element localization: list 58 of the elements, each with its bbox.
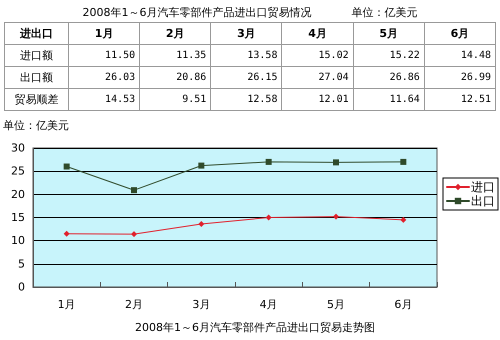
x-tick-label: 6月: [394, 298, 412, 311]
data-label: 14.53: [68, 88, 140, 110]
point: [400, 158, 406, 165]
point: [266, 158, 272, 165]
data-label: 11.64: [353, 88, 424, 110]
data-label: 12.58: [210, 88, 282, 110]
point: [64, 164, 70, 170]
x-tick-label: 6月: [424, 22, 496, 44]
data-label: 15.02: [282, 44, 354, 66]
y-axis-title: 进出口: [4, 22, 68, 44]
y-tick-label: 10: [11, 234, 25, 248]
y-tick-label: 30: [11, 142, 25, 154]
chart-subtitle: 单位：亿美元: [352, 6, 418, 19]
y-tick-label: 20: [11, 188, 25, 201]
y-tick-label: 0: [18, 280, 25, 294]
x-tick-label: 5月: [327, 298, 345, 311]
point: [333, 159, 339, 166]
data-label: 26.03: [68, 66, 140, 88]
x-tick-label: 3月: [210, 22, 282, 44]
x-tick-label: 2月: [125, 298, 143, 311]
legend-label: 出口: [471, 194, 495, 208]
data-label: 26.15: [210, 66, 282, 88]
y-tick-label: 15: [11, 211, 25, 224]
data-label: 20.86: [140, 66, 211, 88]
point: [64, 230, 70, 237]
data-label: 11.35: [140, 44, 211, 66]
data-label: 12.01: [282, 88, 354, 110]
y-tick-label: 25: [11, 164, 25, 178]
data-label: 12.51: [424, 88, 496, 110]
y-tick-label: 出口额: [4, 66, 68, 88]
data-label: 9.51: [140, 88, 211, 110]
data-label: 26.86: [353, 66, 424, 88]
point: [198, 162, 204, 169]
x-tick-label: 5月: [353, 22, 424, 44]
x-tick-label: 2月: [140, 22, 211, 44]
x-tick-label: 3月: [192, 298, 210, 311]
legend-label: 进口: [471, 180, 495, 194]
y-tick-label: 5: [18, 257, 25, 270]
point: [266, 214, 272, 220]
data-label: 14.48: [424, 44, 496, 66]
data-label: 13.58: [210, 44, 282, 66]
data-label: 11.50: [68, 44, 140, 66]
x-tick-label: 4月: [282, 22, 354, 44]
point: [198, 220, 204, 227]
data-label: 15.22: [353, 44, 424, 66]
x-tick-label: 1月: [58, 298, 76, 311]
point: [131, 187, 137, 194]
chart-title: 2008年1～6月汽车零部件产品进出口贸易情况: [82, 6, 312, 19]
y-tick-label: 进口额: [4, 44, 68, 66]
data-label: 27.04: [282, 66, 354, 88]
y-tick-label: 贸易顺差: [4, 88, 68, 110]
point: [131, 231, 137, 238]
text: 2008年1～6月汽车零部件产品进出口贸易走势图: [135, 321, 375, 334]
data-label: 26.99: [424, 66, 496, 88]
point: [400, 216, 406, 223]
point: [333, 214, 339, 220]
x-tick-label: 4月: [260, 298, 278, 311]
x-tick-label: 1月: [68, 22, 140, 44]
